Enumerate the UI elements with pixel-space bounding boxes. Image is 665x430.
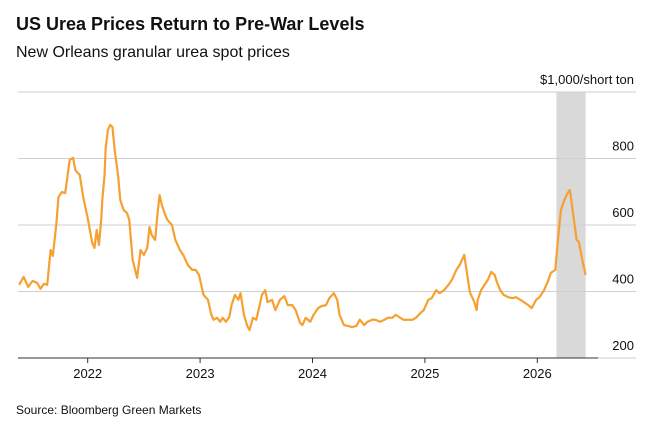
x-tick-label: 2025 [410,366,439,381]
x-tick-label: 2026 [523,366,552,381]
chart-title: US Urea Prices Return to Pre-War Levels [16,14,364,34]
chart-subtitle: New Orleans granular urea spot prices [16,44,290,61]
x-tick-label: 2024 [298,366,327,381]
price-line [18,123,587,332]
source: Source: Bloomberg Green Markets [16,403,201,417]
y-tick-label: 600 [612,205,634,220]
y-tick-label: 400 [612,272,634,287]
y-tick-label: $1,000/short ton [540,72,634,87]
y-tick-label: 800 [612,139,634,154]
x-tick-label: 2023 [186,366,215,381]
x-tick-label: 2022 [73,366,102,381]
y-tick-label: 200 [612,338,634,353]
